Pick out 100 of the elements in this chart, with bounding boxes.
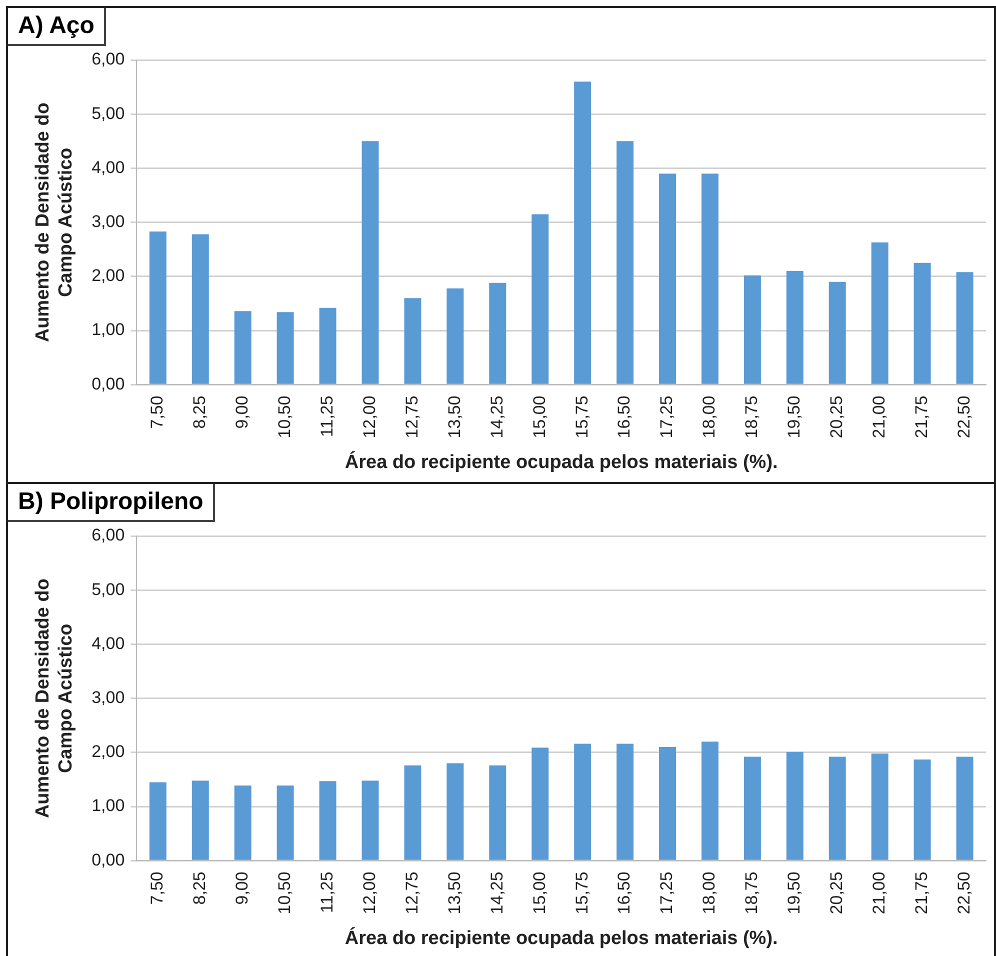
bar bbox=[914, 759, 931, 860]
bar bbox=[404, 298, 422, 384]
x-tick-label: 13,50 bbox=[444, 396, 464, 438]
y-axis-title: Aumento de Densidade do Campo Acústico bbox=[32, 102, 76, 342]
x-tick-label: 20,25 bbox=[827, 872, 846, 914]
bar bbox=[744, 756, 761, 860]
x-tick-label: 15,75 bbox=[572, 872, 592, 914]
x-tick-label: 20,25 bbox=[827, 396, 846, 438]
bar bbox=[532, 214, 549, 384]
y-tick-label: 5,00 bbox=[92, 580, 125, 599]
x-tick-label: 18,75 bbox=[742, 872, 762, 914]
x-tick-label: 17,25 bbox=[657, 872, 676, 914]
x-tick-label: 7,50 bbox=[148, 872, 167, 905]
bar bbox=[319, 781, 336, 860]
bar bbox=[234, 785, 252, 860]
y-tick-label: 1,00 bbox=[92, 320, 125, 340]
x-tick-label: 10,50 bbox=[275, 872, 294, 914]
bar bbox=[574, 744, 592, 860]
x-tick-label: 17,25 bbox=[657, 396, 676, 438]
y-tick-label: 0,00 bbox=[92, 374, 125, 394]
x-tick-label: 21,00 bbox=[870, 872, 889, 914]
x-tick-label: 21,00 bbox=[870, 396, 889, 438]
bar bbox=[828, 282, 846, 384]
x-tick-label: 19,50 bbox=[784, 872, 804, 914]
x-tick-label: 21,75 bbox=[912, 396, 931, 438]
x-tick-label: 16,50 bbox=[614, 396, 634, 438]
x-tick-label: 8,25 bbox=[190, 872, 210, 905]
bar bbox=[828, 756, 846, 860]
bar bbox=[786, 752, 804, 860]
x-tick-label: 12,75 bbox=[402, 872, 422, 914]
x-axis-title: Área do recipiente ocupada pelos materiais (%). bbox=[344, 450, 778, 473]
bar bbox=[276, 785, 294, 860]
bar bbox=[659, 747, 676, 860]
x-tick-label: 16,50 bbox=[614, 872, 634, 914]
x-tick-label: 12,00 bbox=[360, 396, 379, 438]
x-tick-label: 11,25 bbox=[317, 396, 336, 437]
y-tick-label: 3,00 bbox=[92, 688, 125, 708]
x-tick-label: 15,75 bbox=[572, 396, 592, 438]
x-tick-label: 22,50 bbox=[954, 872, 974, 914]
x-tick-label: 18,00 bbox=[700, 396, 719, 438]
bar bbox=[446, 288, 464, 384]
bar bbox=[276, 312, 294, 384]
bar bbox=[786, 271, 804, 384]
x-tick-label: 14,25 bbox=[487, 396, 506, 438]
x-tick-label: 11,25 bbox=[317, 872, 336, 913]
chart-title: A) Aço bbox=[8, 8, 106, 46]
x-tick-label: 18,75 bbox=[742, 396, 762, 438]
bar bbox=[362, 141, 379, 384]
bar bbox=[914, 262, 931, 384]
chart-title: B) Polipropileno bbox=[8, 484, 216, 522]
y-tick-label: 6,00 bbox=[92, 50, 125, 69]
y-tick-label: 3,00 bbox=[92, 212, 125, 232]
bar bbox=[234, 311, 252, 384]
x-tick-label: 8,25 bbox=[190, 396, 210, 429]
y-tick-label: 2,00 bbox=[92, 742, 125, 762]
bar bbox=[871, 754, 888, 860]
x-tick-label: 21,75 bbox=[912, 872, 931, 914]
x-axis-title: Área do recipiente ocupada pelos materiais (%). bbox=[344, 926, 778, 949]
x-tick-label: 9,00 bbox=[232, 396, 252, 429]
bar bbox=[956, 272, 974, 384]
bar bbox=[574, 82, 592, 384]
x-tick-label: 12,00 bbox=[360, 872, 379, 914]
y-axis-title: Aumento de Densidade do Campo Acústico bbox=[32, 578, 76, 818]
x-tick-label: 15,00 bbox=[530, 396, 549, 438]
x-tick-label: 18,00 bbox=[700, 872, 719, 914]
bar bbox=[616, 744, 634, 860]
bar bbox=[532, 748, 549, 860]
bar bbox=[489, 765, 506, 860]
y-tick-label: 4,00 bbox=[92, 158, 125, 177]
y-tick-label: 0,00 bbox=[92, 850, 125, 870]
bar bbox=[192, 234, 209, 384]
bar bbox=[616, 141, 634, 384]
bar bbox=[192, 780, 209, 860]
y-tick-label: 1,00 bbox=[92, 796, 125, 816]
bar bbox=[744, 275, 761, 384]
y-tick-label: 6,00 bbox=[92, 526, 125, 545]
bar bbox=[362, 780, 379, 860]
x-tick-label: 14,25 bbox=[487, 872, 506, 914]
x-tick-label: 10,50 bbox=[275, 396, 294, 438]
y-tick-label: 5,00 bbox=[92, 104, 125, 123]
bar bbox=[446, 763, 464, 860]
bar bbox=[956, 756, 974, 860]
y-tick-label: 2,00 bbox=[92, 266, 125, 286]
bar bbox=[701, 174, 718, 384]
x-tick-label: 19,50 bbox=[784, 396, 804, 438]
y-tick-label: 4,00 bbox=[92, 634, 125, 653]
bar bbox=[149, 232, 166, 384]
bar bbox=[149, 782, 166, 860]
x-tick-label: 12,75 bbox=[402, 396, 422, 438]
bar bbox=[701, 742, 718, 860]
bar bbox=[489, 282, 506, 384]
bar bbox=[659, 174, 676, 384]
bar bbox=[871, 242, 888, 384]
x-tick-label: 7,50 bbox=[148, 396, 167, 429]
x-tick-label: 15,00 bbox=[530, 872, 549, 914]
x-tick-label: 13,50 bbox=[444, 872, 464, 914]
bar bbox=[404, 765, 422, 860]
x-tick-label: 9,00 bbox=[232, 872, 252, 905]
x-tick-label: 22,50 bbox=[954, 396, 974, 438]
bar bbox=[319, 308, 336, 384]
